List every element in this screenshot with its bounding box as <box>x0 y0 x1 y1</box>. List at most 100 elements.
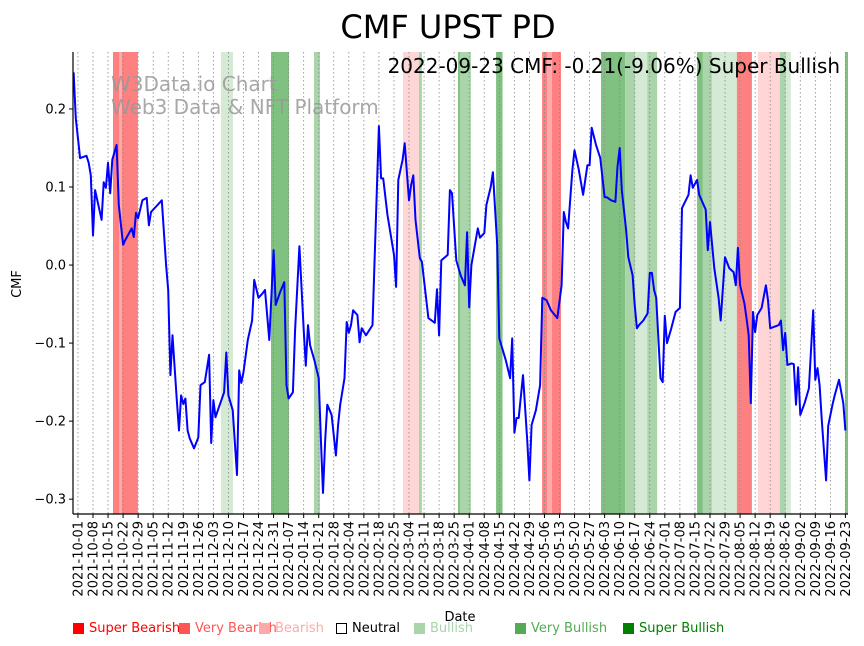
signal-band-super-bullish <box>458 52 460 514</box>
signal-band-super-bearish <box>551 52 562 514</box>
signal-bands <box>112 52 848 514</box>
x-tick-label: 2021-12-24 <box>252 521 267 597</box>
y-tick-label: −0.2 <box>34 415 66 430</box>
signal-band-super-bullish <box>844 52 848 514</box>
chart-title: CMF UPST PD <box>340 8 555 46</box>
y-tick-label: −0.3 <box>34 493 66 508</box>
legend-label: Neutral <box>352 621 400 636</box>
y-tick-label: 0.0 <box>45 259 66 274</box>
legend-label: Bearish <box>275 621 324 636</box>
x-tick-label: 2022-07-15 <box>688 521 703 597</box>
x-tick-label: 2022-03-11 <box>418 521 433 597</box>
x-tick-label: 2022-03-25 <box>448 521 463 597</box>
signal-band-super-bearish <box>542 52 548 514</box>
axes: 2021-10-01 2021-10-08 2021-10-15 2021-10-22… <box>34 52 854 597</box>
x-tick-label: 2022-02-18 <box>372 521 387 597</box>
x-tick-label: 2022-01-28 <box>327 521 342 597</box>
x-tick-label: 2022-08-05 <box>734 521 749 597</box>
legend-label: Very Bearish <box>195 621 277 636</box>
x-tick-label: 2021-11-19 <box>177 521 192 597</box>
x-tick-label: 2022-06-17 <box>628 521 643 597</box>
x-tick-label: 2022-06-10 <box>613 521 628 597</box>
x-tick-label: 2022-07-29 <box>719 521 734 597</box>
signal-band-very-bullish <box>418 52 422 514</box>
legend-swatch <box>259 623 270 634</box>
x-tick-label: 2021-11-12 <box>162 521 177 597</box>
cmf-series-line <box>72 72 847 494</box>
legend-label: Very Bullish <box>531 621 608 636</box>
x-tick-label: 2022-01-14 <box>297 521 312 597</box>
signal-band-bullish <box>220 52 233 514</box>
signal-band-super-bearish <box>112 52 120 514</box>
signal-band-very-bullish <box>625 52 636 514</box>
signal-band-super-bearish <box>736 52 752 514</box>
legend-swatch <box>515 623 526 634</box>
legend-item-super-bearish: Super Bearish <box>73 621 180 636</box>
x-tick-label: 2022-04-29 <box>523 521 538 597</box>
x-tick-label: 2022-05-27 <box>583 521 598 597</box>
legend-swatch <box>73 623 84 634</box>
x-tick-label: 2022-07-01 <box>658 521 673 597</box>
x-tick-label: 2022-04-22 <box>508 521 523 597</box>
x-tick-label: 2022-09-16 <box>824 521 839 597</box>
legend-swatch <box>336 623 347 634</box>
signal-band-super-bullish <box>697 52 703 514</box>
legend-swatch <box>414 623 425 634</box>
x-tick-label: 2022-09-23 <box>839 521 854 597</box>
signal-band-very-bearish <box>119 52 123 514</box>
signal-band-bearish <box>757 52 780 514</box>
legend-swatch <box>179 623 190 634</box>
x-tick-label: 2022-09-09 <box>809 521 824 597</box>
x-tick-label: 2021-10-01 <box>71 521 86 597</box>
signal-band-very-bullish <box>647 52 658 514</box>
watermark-line-1: W3Data.io Chart <box>111 72 277 96</box>
signal-band-very-bullish <box>313 52 321 514</box>
x-tick-label: 2022-02-11 <box>357 521 372 597</box>
signal-band-very-bearish <box>547 52 552 514</box>
x-tick-label: 2022-08-19 <box>764 521 779 597</box>
x-tick-label: 2021-11-05 <box>147 521 162 597</box>
signal-band-bullish <box>785 52 791 514</box>
legend-label: Super Bearish <box>89 621 181 636</box>
x-tick-label: 2021-12-03 <box>207 521 222 597</box>
x-tick-label: 2021-12-17 <box>237 521 252 597</box>
x-tick-label: 2022-08-12 <box>749 521 764 597</box>
signal-band-bearish <box>402 52 419 514</box>
y-tick-label: 0.1 <box>45 181 66 196</box>
x-axis-label: Date <box>444 610 475 625</box>
x-tick-label: 2022-03-18 <box>433 521 448 597</box>
y-tick-label: 0.2 <box>45 102 66 117</box>
x-tick-label: 2021-10-29 <box>132 521 147 597</box>
latest-value-annotation: 2022-09-23 CMF: -0.21(-9.06%) Super Bull… <box>388 54 840 78</box>
x-tick-label: 2022-08-26 <box>779 521 794 597</box>
y-tick-label: −0.1 <box>34 337 66 352</box>
x-tick-label: 2022-04-15 <box>493 521 508 597</box>
x-tick-label: 2021-10-08 <box>86 521 101 597</box>
x-tick-label: 2022-06-03 <box>598 521 613 597</box>
watermark-line-2: Web3 Data & NFT Platform <box>111 95 379 119</box>
signal-band-super-bearish <box>122 52 138 514</box>
x-tick-label: 2022-02-04 <box>342 521 357 597</box>
x-tick-label: 2022-07-08 <box>673 521 688 597</box>
y-axis-label: CMF <box>10 270 25 298</box>
signal-band-very-bullish <box>702 52 712 514</box>
x-tick-label: 2022-05-06 <box>538 521 553 597</box>
x-tick-label: 2021-12-10 <box>222 521 237 597</box>
legend-item-bullish: Bullish <box>414 621 473 636</box>
x-tick-label: 2022-01-07 <box>282 521 297 597</box>
x-tick-label: 2022-04-08 <box>478 521 493 597</box>
legend-swatch <box>623 623 634 634</box>
legend-item-very-bearish: Very Bearish <box>179 621 277 636</box>
legend-item-very-bullish: Very Bullish <box>515 621 607 636</box>
x-tick-label: 2022-07-22 <box>703 521 718 597</box>
signal-band-super-bullish <box>270 52 290 514</box>
signal-band-bullish <box>635 52 648 514</box>
legend-item-bearish: Bearish <box>259 621 324 636</box>
x-tick-label: 2022-05-13 <box>553 521 568 597</box>
legend-label: Bullish <box>430 621 474 636</box>
x-tick-label: 2021-12-31 <box>267 521 282 597</box>
signal-band-very-bullish <box>779 52 786 514</box>
x-tick-label: 2022-03-04 <box>403 521 418 597</box>
x-tick-label: 2022-06-24 <box>643 521 658 597</box>
